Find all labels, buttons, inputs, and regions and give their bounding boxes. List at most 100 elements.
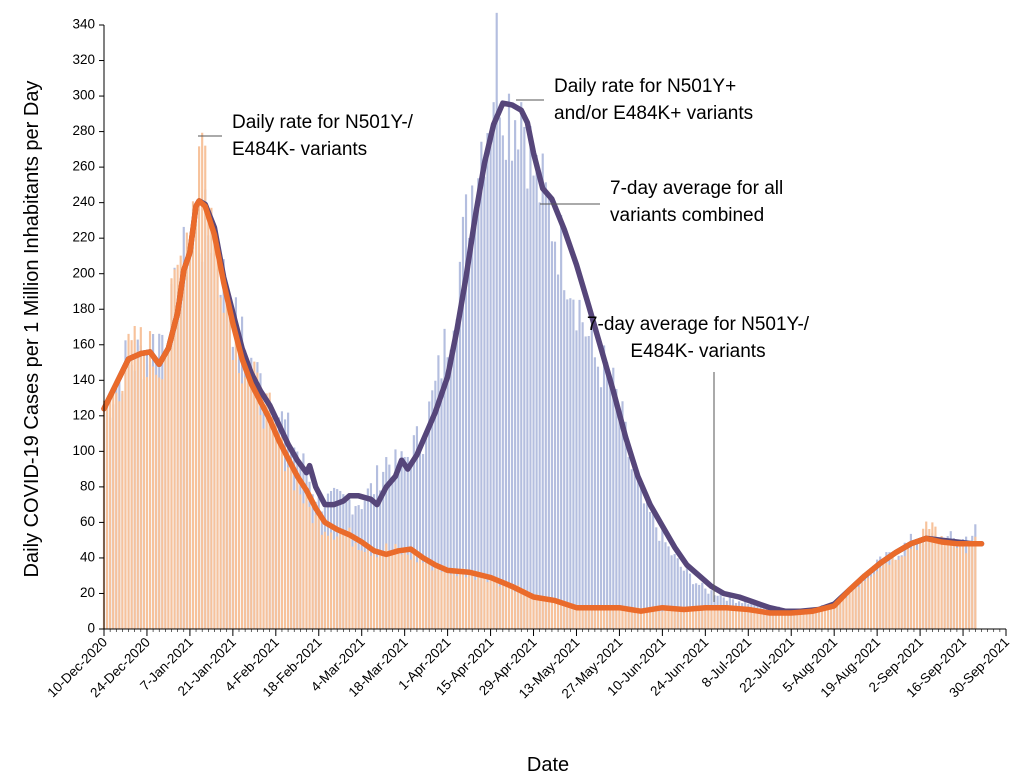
daily-bar [965,553,968,629]
daily-bar [299,494,302,629]
daily-bar [391,549,394,629]
daily-bar [152,366,155,629]
daily-bar [550,598,554,629]
daily-bar [308,506,311,629]
daily-bar [471,575,474,629]
y-tick-label: 260 [72,159,95,174]
daily-bar [418,558,422,629]
daily-bar [826,606,830,629]
daily-bar [394,544,397,629]
daily-bar [538,202,541,629]
daily-bar [498,586,501,629]
daily-bar [658,611,661,629]
daily-bar [237,373,241,629]
daily-bar [590,323,593,629]
y-ticks: 0 20 40 60 80 100 120 140 160 180 200 220 240 260 280 3… [72,17,104,636]
daily-bar [501,579,504,629]
daily-bar [290,463,293,629]
daily-bar [860,582,863,629]
daily-bar [593,605,596,629]
daily-bar [388,550,391,629]
daily-bar [541,153,544,630]
daily-bar [541,596,544,629]
daily-bar [731,607,735,629]
daily-bar [339,532,342,629]
daily-bar [734,607,738,629]
daily-bar [934,526,937,629]
daily-bar [121,390,124,629]
daily-bar [489,577,492,629]
daily-bar [388,464,391,629]
daily-bar [805,611,808,629]
daily-bar [271,407,274,629]
daily-bar [817,608,820,629]
y-tick-label: 240 [72,194,95,209]
daily-bar [535,155,538,629]
y-tick-label: 200 [72,265,95,280]
y-tick-label: 180 [72,301,95,316]
daily-bar [636,607,639,629]
daily-bar [949,538,952,629]
daily-bar [581,322,584,629]
daily-bar [596,607,600,629]
daily-bar [587,608,590,629]
daily-bar [652,512,655,629]
y-tick-label: 20 [80,585,95,600]
daily-bar [793,611,796,629]
daily-bar [673,611,676,629]
daily-bar [569,604,572,629]
daily-bar [753,610,756,629]
avg-nonvariant-line [101,198,985,616]
daily-bar [609,380,612,629]
daily-bar [756,608,759,629]
daily-bar [799,612,802,629]
daily-bar [280,428,284,629]
daily-bar [422,454,425,629]
daily-bar [811,611,814,629]
daily-bar [507,583,511,629]
daily-bar [578,608,581,629]
daily-bar [830,605,833,629]
daily-bar [842,594,845,629]
y-tick-label: 100 [72,443,95,458]
daily-bar [268,392,271,629]
daily-bar [507,93,511,629]
daily-bar [158,377,161,629]
daily-bar [234,329,237,629]
daily-bar [176,264,179,629]
daily-bar [869,576,873,629]
daily-bar [888,564,891,629]
daily-bar [468,237,471,629]
daily-bar [532,597,535,629]
daily-bar [710,606,713,629]
daily-bar [431,570,434,629]
daily-bar [624,610,627,629]
daily-bar [372,553,376,629]
daily-bar [873,574,876,629]
daily-bar [606,605,609,629]
daily-bar [919,538,922,629]
daily-bar [971,541,974,629]
daily-bar [501,135,504,629]
daily-bar [486,133,489,630]
daily-bar [897,559,900,629]
daily-bar [688,611,692,629]
y-tick-label: 40 [80,550,95,565]
daily-bar [317,516,320,629]
daily-bar [357,549,360,629]
daily-bar [719,609,722,629]
daily-bar [572,299,575,629]
daily-bar [621,401,624,629]
daily-bar [839,598,842,629]
daily-bar [553,602,557,629]
daily-bar [333,539,336,629]
daily-bar [738,606,741,629]
daily-bar [207,212,210,629]
daily-bar [532,175,535,629]
daily-bar [578,299,581,629]
y-tick-label: 340 [72,17,95,32]
daily-bar [823,606,827,629]
daily-bar [645,497,649,629]
daily-bar [287,467,290,629]
daily-bar [461,568,465,629]
